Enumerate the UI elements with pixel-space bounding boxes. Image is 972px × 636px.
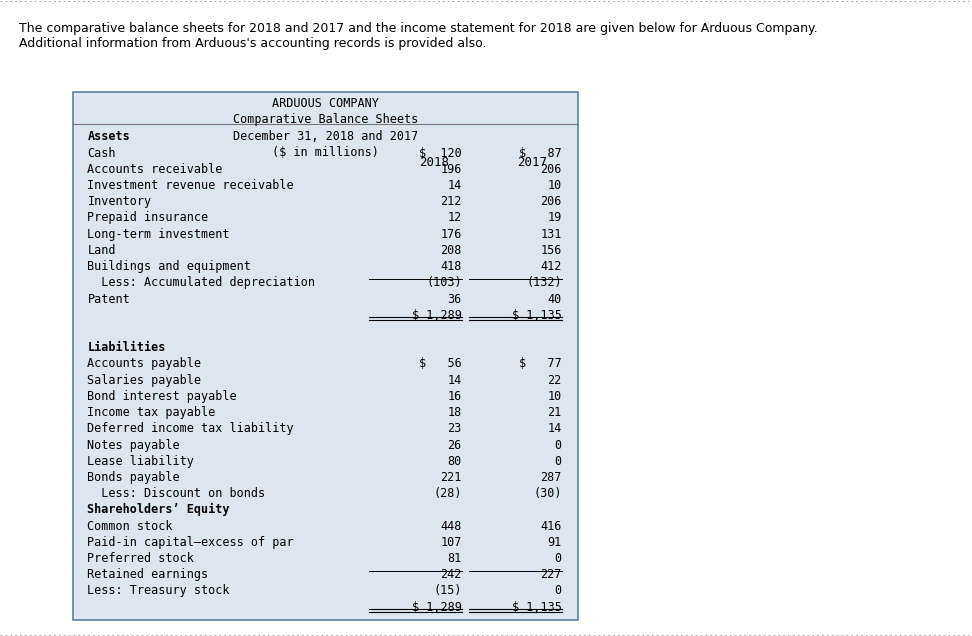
Text: Retained earnings: Retained earnings bbox=[87, 569, 209, 581]
Text: $ 1,289: $ 1,289 bbox=[412, 600, 462, 614]
Text: Bond interest payable: Bond interest payable bbox=[87, 390, 237, 403]
Text: 176: 176 bbox=[440, 228, 462, 240]
Text: Accounts receivable: Accounts receivable bbox=[87, 163, 223, 176]
Text: Less: Accumulated depreciation: Less: Accumulated depreciation bbox=[87, 276, 316, 289]
Text: Lease liability: Lease liability bbox=[87, 455, 194, 467]
Text: Notes payable: Notes payable bbox=[87, 439, 180, 452]
Text: Assets: Assets bbox=[87, 130, 130, 143]
Text: Common stock: Common stock bbox=[87, 520, 173, 532]
FancyBboxPatch shape bbox=[73, 92, 578, 620]
Text: 2018: 2018 bbox=[420, 156, 449, 169]
Text: 0: 0 bbox=[555, 552, 562, 565]
Text: 80: 80 bbox=[447, 455, 462, 467]
Text: Cash: Cash bbox=[87, 146, 116, 160]
Text: 19: 19 bbox=[547, 211, 562, 225]
Text: 418: 418 bbox=[440, 260, 462, 273]
Text: 14: 14 bbox=[447, 373, 462, 387]
Text: $  120: $ 120 bbox=[419, 146, 462, 160]
Text: Bonds payable: Bonds payable bbox=[87, 471, 180, 484]
Text: 206: 206 bbox=[540, 195, 562, 208]
Text: 14: 14 bbox=[547, 422, 562, 435]
Text: 0: 0 bbox=[555, 584, 562, 597]
Text: Liabilities: Liabilities bbox=[87, 341, 166, 354]
Text: Less: Discount on bonds: Less: Discount on bonds bbox=[87, 487, 265, 500]
Text: Shareholders’ Equity: Shareholders’ Equity bbox=[87, 503, 230, 516]
Text: (30): (30) bbox=[534, 487, 562, 500]
Text: (15): (15) bbox=[434, 584, 462, 597]
Text: $ 1,135: $ 1,135 bbox=[512, 308, 562, 322]
Text: 14: 14 bbox=[447, 179, 462, 192]
Text: 2017: 2017 bbox=[517, 156, 546, 169]
Text: Patent: Patent bbox=[87, 293, 130, 305]
Text: 131: 131 bbox=[540, 228, 562, 240]
Text: Less: Treasury stock: Less: Treasury stock bbox=[87, 584, 230, 597]
Text: Deferred income tax liability: Deferred income tax liability bbox=[87, 422, 295, 435]
Text: $ 1,135: $ 1,135 bbox=[512, 600, 562, 614]
Text: Buildings and equipment: Buildings and equipment bbox=[87, 260, 252, 273]
Text: $   87: $ 87 bbox=[519, 146, 562, 160]
Text: Prepaid insurance: Prepaid insurance bbox=[87, 211, 209, 225]
Text: (103): (103) bbox=[426, 276, 462, 289]
Text: ($ in millions): ($ in millions) bbox=[272, 146, 379, 159]
Text: 26: 26 bbox=[447, 439, 462, 452]
Text: 448: 448 bbox=[440, 520, 462, 532]
Text: 21: 21 bbox=[547, 406, 562, 419]
Text: 36: 36 bbox=[447, 293, 462, 305]
Text: 40: 40 bbox=[547, 293, 562, 305]
Text: ARDUOUS COMPANY: ARDUOUS COMPANY bbox=[272, 97, 379, 109]
Text: 208: 208 bbox=[440, 244, 462, 257]
Text: (28): (28) bbox=[434, 487, 462, 500]
Text: Paid-in capital–excess of par: Paid-in capital–excess of par bbox=[87, 536, 295, 549]
Text: 81: 81 bbox=[447, 552, 462, 565]
Text: Income tax payable: Income tax payable bbox=[87, 406, 216, 419]
Text: 227: 227 bbox=[540, 569, 562, 581]
Text: 212: 212 bbox=[440, 195, 462, 208]
Text: 287: 287 bbox=[540, 471, 562, 484]
Text: 196: 196 bbox=[440, 163, 462, 176]
Text: 221: 221 bbox=[440, 471, 462, 484]
Text: December 31, 2018 and 2017: December 31, 2018 and 2017 bbox=[233, 130, 418, 142]
Text: 16: 16 bbox=[447, 390, 462, 403]
Text: 23: 23 bbox=[447, 422, 462, 435]
Text: 10: 10 bbox=[547, 179, 562, 192]
Text: 0: 0 bbox=[555, 439, 562, 452]
Text: Accounts payable: Accounts payable bbox=[87, 357, 201, 370]
Text: $   56: $ 56 bbox=[419, 357, 462, 370]
Text: 91: 91 bbox=[547, 536, 562, 549]
Text: 242: 242 bbox=[440, 569, 462, 581]
Text: Preferred stock: Preferred stock bbox=[87, 552, 194, 565]
Text: 206: 206 bbox=[540, 163, 562, 176]
Text: 412: 412 bbox=[540, 260, 562, 273]
Text: Land: Land bbox=[87, 244, 116, 257]
Text: 22: 22 bbox=[547, 373, 562, 387]
Text: The comparative balance sheets for 2018 and 2017 and the income statement for 20: The comparative balance sheets for 2018 … bbox=[19, 22, 818, 50]
Text: Salaries payable: Salaries payable bbox=[87, 373, 201, 387]
Text: 0: 0 bbox=[555, 455, 562, 467]
Text: 107: 107 bbox=[440, 536, 462, 549]
Text: 18: 18 bbox=[447, 406, 462, 419]
Text: 12: 12 bbox=[447, 211, 462, 225]
Text: 156: 156 bbox=[540, 244, 562, 257]
Text: Investment revenue receivable: Investment revenue receivable bbox=[87, 179, 295, 192]
Text: Long-term investment: Long-term investment bbox=[87, 228, 230, 240]
Text: $   77: $ 77 bbox=[519, 357, 562, 370]
Text: 10: 10 bbox=[547, 390, 562, 403]
Text: Inventory: Inventory bbox=[87, 195, 152, 208]
Text: 416: 416 bbox=[540, 520, 562, 532]
Text: (132): (132) bbox=[526, 276, 562, 289]
Text: Comparative Balance Sheets: Comparative Balance Sheets bbox=[233, 113, 418, 126]
Text: $ 1,289: $ 1,289 bbox=[412, 308, 462, 322]
